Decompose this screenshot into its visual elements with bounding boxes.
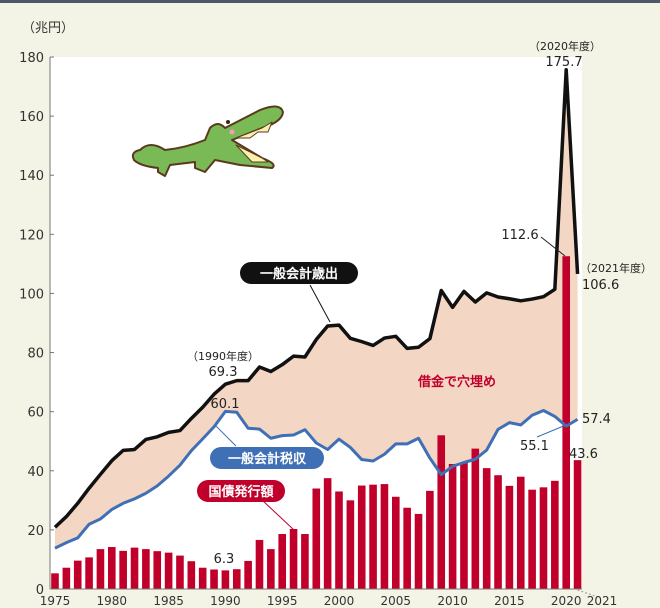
- x-tick-label-2005: 2005: [381, 594, 412, 608]
- bond-bar-2010: [448, 463, 457, 589]
- bond-bar-1991: [232, 569, 241, 589]
- svg-text:一般会計税収: 一般会計税収: [228, 451, 307, 467]
- gap-label: 借金で穴埋め: [417, 374, 496, 390]
- bond-bar-1993: [255, 539, 264, 589]
- bond-bar-2019: [551, 480, 559, 589]
- x-tick-label-1975: 1975: [40, 594, 71, 608]
- x-tick-label-2010: 2010: [437, 594, 468, 608]
- bond-bar-2006: [403, 507, 411, 589]
- annotation-1990-expenditure: 69.3: [209, 365, 238, 380]
- bond-bar-2001: [346, 500, 355, 589]
- expenditure-line: [53, 67, 580, 529]
- top-border: [0, 0, 660, 3]
- annotation-2021-year: （2021年度）: [580, 261, 652, 275]
- bond-bar-1981: [119, 550, 127, 589]
- bond-bar-1990: [221, 570, 230, 589]
- annotation-1990-tax: 60.1: [211, 397, 240, 412]
- x-tick-label-1980: 1980: [97, 594, 128, 608]
- legend-expenditure: 一般会計歳出: [240, 262, 358, 323]
- bond-bar-1980: [108, 547, 116, 589]
- y-tick-label-100: 100: [19, 287, 44, 302]
- x-tick-label-2000: 2000: [324, 594, 355, 608]
- bond-bar-1989: [210, 569, 218, 589]
- x-tick-label-2020: 2020: [551, 594, 582, 608]
- bond-bar-1985: [164, 552, 173, 589]
- bond-bar-1983: [142, 549, 150, 589]
- bond-bar-1998: [312, 488, 321, 589]
- bond-bar-2016: [516, 476, 525, 589]
- y-tick-label-40: 40: [27, 465, 44, 480]
- bond-bar-2003: [369, 484, 377, 589]
- annotation-1990-bond: 6.3: [214, 552, 235, 567]
- bond-bar-2017: [528, 489, 536, 589]
- bond-bar-1979: [96, 549, 105, 589]
- x-tick-label-2015: 2015: [494, 594, 525, 608]
- bond-bar-1984: [153, 551, 162, 589]
- annotation-2021-expenditure: 106.6: [582, 278, 619, 293]
- bond-bar-2005: [392, 496, 400, 589]
- y-tick-label-80: 80: [27, 347, 44, 362]
- bond-bar-1987: [187, 561, 196, 589]
- annotation-2021-tax: 57.4: [582, 412, 611, 427]
- x-tick-label-1990: 1990: [210, 594, 241, 608]
- crocodile-illustration: [131, 105, 284, 177]
- legend-bonds: 国債発行額: [197, 480, 295, 531]
- y-tick-label-180: 180: [19, 51, 44, 66]
- y-tick-label-140: 140: [19, 169, 44, 184]
- annotation-2020-bond: 112.6: [501, 228, 538, 243]
- bond-bar-2020: [562, 256, 570, 589]
- bond-bar-1975: [51, 573, 59, 589]
- legend-tax: 一般会計税収: [210, 424, 324, 469]
- y-tick-label-160: 160: [19, 110, 44, 125]
- bond-bar-1976: [62, 567, 71, 589]
- bond-bar-2000: [335, 491, 343, 589]
- tax-line: [54, 408, 579, 550]
- bond-bar-2008: [426, 490, 434, 589]
- x-tick-label-2021: 2021: [587, 594, 618, 608]
- annotation-2021-bond: 43.6: [569, 447, 598, 462]
- bond-bar-1999: [323, 478, 332, 589]
- gap-area: [55, 69, 578, 549]
- bond-bar-2021: [573, 460, 582, 589]
- svg-text:一般会計歳出: 一般会計歳出: [260, 266, 338, 282]
- x-tick-label-1995: 1995: [267, 594, 298, 608]
- x-tick-label-1985: 1985: [153, 594, 184, 608]
- y-tick-label-120: 120: [19, 228, 44, 243]
- y-tick-label-20: 20: [27, 524, 44, 539]
- y-tick-label-0: 0: [36, 583, 44, 598]
- bond-bar-2015: [505, 485, 514, 589]
- bond-bar-1988: [198, 567, 207, 589]
- bond-bar-2014: [494, 475, 502, 589]
- bond-bar-1982: [130, 547, 139, 589]
- annotation-1990-year: （1990年度）: [187, 349, 259, 363]
- annotation-2020-tax: 55.1: [520, 439, 549, 454]
- bond-bar-2018: [539, 487, 548, 589]
- bond-bar-2002: [357, 485, 366, 589]
- bond-bar-1978: [85, 557, 93, 589]
- bond-bar-2004: [380, 484, 389, 589]
- bond-bar-2009: [437, 435, 446, 589]
- bond-bar-1986: [176, 555, 184, 589]
- bond-bar-2007: [414, 513, 423, 589]
- bond-bar-1995: [278, 534, 286, 589]
- bond-bar-2013: [482, 468, 491, 589]
- y-tick-label-60: 60: [27, 406, 44, 421]
- annotation-2020-year: （2020年度）: [529, 39, 601, 53]
- svg-text:国債発行額: 国債発行額: [208, 484, 273, 500]
- bond-bar-2012: [471, 448, 480, 589]
- bond-bar-1994: [267, 549, 275, 589]
- bond-bar-2011: [460, 462, 468, 589]
- annotation-2020-expenditure: 175.7: [545, 55, 582, 70]
- bond-bar-1997: [301, 534, 309, 589]
- y-unit-label: （兆円）: [22, 21, 74, 36]
- bond-bar-1996: [289, 529, 298, 589]
- bond-bar-1977: [73, 560, 82, 589]
- bond-bar-1992: [244, 560, 252, 589]
- annotations: （1990年度） 69.3 60.1 6.3 （2020年度） 175.7 11…: [187, 39, 652, 567]
